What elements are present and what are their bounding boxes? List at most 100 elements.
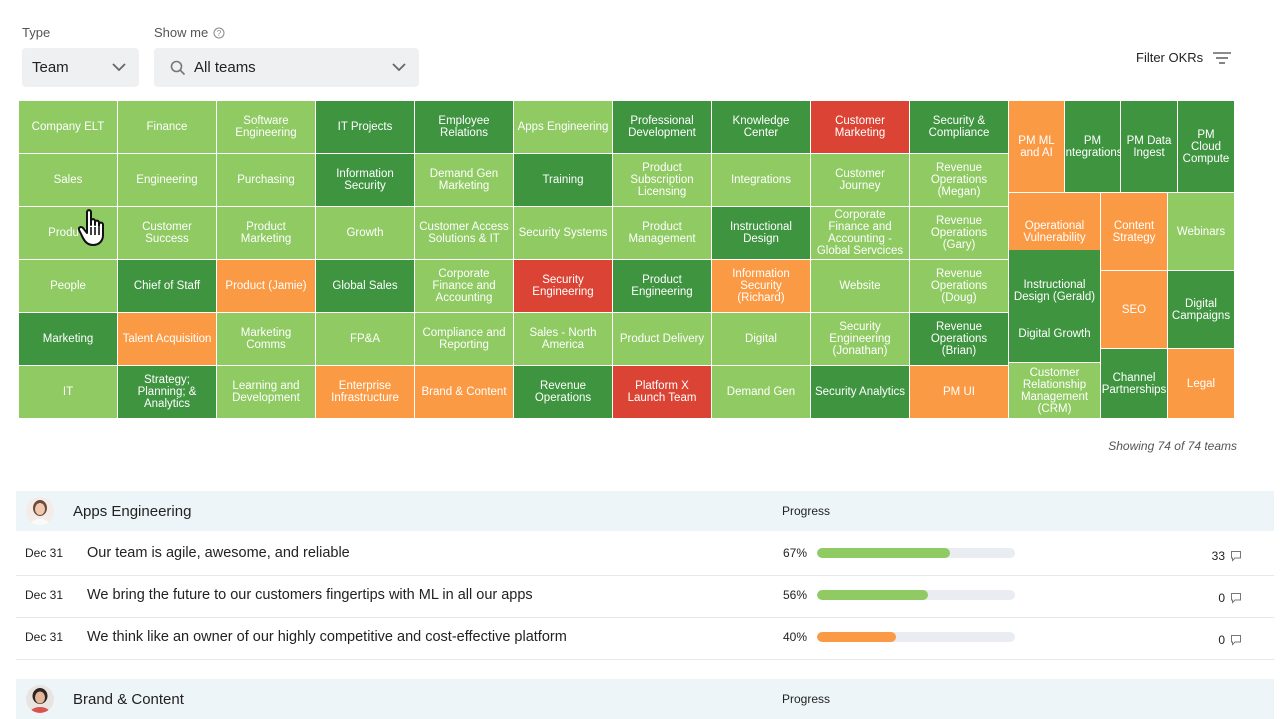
okr-date: Dec 31 bbox=[25, 546, 64, 560]
team-tile[interactable]: Brand & Content bbox=[415, 366, 514, 419]
team-tile[interactable]: Customer Relationship Management (CRM) bbox=[1009, 363, 1101, 419]
team-tile[interactable]: Apps Engineering bbox=[514, 101, 613, 154]
okr-progress-percent: 56% bbox=[783, 588, 808, 602]
team-tile[interactable]: Talent Acquisition bbox=[118, 313, 217, 366]
team-tile[interactable]: Software Engineering bbox=[217, 101, 316, 154]
team-tile[interactable]: Revenue Operations (Doug) bbox=[910, 260, 1009, 313]
team-tile[interactable]: Security Engineering bbox=[514, 260, 613, 313]
team-tile[interactable]: Integrations bbox=[712, 154, 811, 207]
svg-text:?: ? bbox=[217, 29, 222, 38]
team-tile[interactable]: Growth bbox=[316, 207, 415, 260]
team-tile[interactable]: PM Integrations bbox=[1065, 101, 1121, 193]
team-tile[interactable]: Global Sales bbox=[316, 260, 415, 313]
team-tile[interactable]: Revenue Operations bbox=[514, 366, 613, 419]
team-tile[interactable]: Channel Partnerships bbox=[1101, 349, 1168, 419]
team-tile[interactable]: Customer Success bbox=[118, 207, 217, 260]
team-tile[interactable]: Product Management bbox=[613, 207, 712, 260]
hand-cursor-icon bbox=[78, 209, 104, 246]
comment-count[interactable]: 0 bbox=[1218, 591, 1242, 605]
team-tile[interactable]: Strategy; Planning; & Analytics bbox=[118, 366, 217, 419]
okr-date: Dec 31 bbox=[25, 630, 64, 644]
show-me-select[interactable]: All teams bbox=[154, 48, 419, 87]
team-tile[interactable]: Digital Campaigns bbox=[1168, 271, 1235, 349]
team-tile[interactable]: PM Cloud Compute bbox=[1178, 101, 1235, 193]
section-header-apps-engineering[interactable]: Apps Engineering Progress bbox=[16, 491, 1274, 531]
type-select[interactable]: Team bbox=[22, 48, 139, 87]
team-tile[interactable]: Customer Access Solutions & IT bbox=[415, 207, 514, 260]
team-tile[interactable]: PM ML and AI bbox=[1009, 101, 1065, 193]
section-title: Brand & Content bbox=[73, 691, 184, 708]
team-tile[interactable]: Website bbox=[811, 260, 910, 313]
team-tile[interactable]: Customer Journey bbox=[811, 154, 910, 207]
team-tile[interactable]: Enterprise Infrastructure bbox=[316, 366, 415, 419]
team-tile[interactable]: FP&A bbox=[316, 313, 415, 366]
team-tile[interactable]: Security & Compliance bbox=[910, 101, 1009, 154]
okr-progress-bar bbox=[817, 632, 1015, 642]
team-tile[interactable]: Legal bbox=[1168, 349, 1235, 419]
team-tile[interactable]: Marketing bbox=[19, 313, 118, 366]
comment-count-value: 33 bbox=[1211, 549, 1225, 563]
team-tile[interactable]: Employee Relations bbox=[415, 101, 514, 154]
team-tile[interactable]: Security Analytics bbox=[811, 366, 910, 419]
okr-title[interactable]: We bring the future to our customers fin… bbox=[87, 587, 533, 603]
comment-icon bbox=[1231, 635, 1241, 646]
team-tile[interactable]: Revenue Operations (Gary) bbox=[910, 207, 1009, 260]
team-tile[interactable]: Finance bbox=[118, 101, 217, 154]
team-tile[interactable]: Chief of Staff bbox=[118, 260, 217, 313]
team-tile[interactable]: Compliance and Reporting bbox=[415, 313, 514, 366]
team-tile[interactable]: Information Security (Richard) bbox=[712, 260, 811, 313]
team-tile[interactable]: People bbox=[19, 260, 118, 313]
team-tile[interactable]: Revenue Operations (Brian) bbox=[910, 313, 1009, 366]
okr-title[interactable]: Our team is agile, awesome, and reliable bbox=[87, 545, 350, 561]
comment-count[interactable]: 0 bbox=[1218, 633, 1242, 647]
team-tile[interactable]: PM Data Ingest bbox=[1121, 101, 1178, 193]
filter-okrs-button[interactable]: Filter OKRs bbox=[1136, 50, 1232, 65]
team-tile[interactable]: Product Marketing bbox=[217, 207, 316, 260]
okr-row[interactable]: Dec 31 Our team is agile, awesome, and re… bbox=[16, 533, 1274, 576]
team-tile[interactable]: Demand Gen bbox=[712, 366, 811, 419]
team-tile[interactable]: Security Systems bbox=[514, 207, 613, 260]
team-tile[interactable]: IT Projects bbox=[316, 101, 415, 154]
team-tile[interactable]: Digital Growth bbox=[1009, 305, 1101, 363]
section-header-brand-content[interactable]: Brand & Content Progress bbox=[16, 679, 1274, 719]
okr-row[interactable]: Dec 31 We think like an owner of our high… bbox=[16, 617, 1274, 660]
team-tile[interactable]: Digital bbox=[712, 313, 811, 366]
progress-header: Progress bbox=[782, 692, 831, 706]
team-tile[interactable]: Customer Marketing bbox=[811, 101, 910, 154]
team-tile[interactable]: Purchasing bbox=[217, 154, 316, 207]
comment-count-value: 0 bbox=[1218, 633, 1225, 647]
help-icon[interactable]: ? bbox=[213, 27, 225, 39]
team-tile[interactable]: Sales bbox=[19, 154, 118, 207]
okr-title[interactable]: We think like an owner of our highly com… bbox=[87, 629, 567, 645]
showing-count: Showing 74 of 74 teams bbox=[1108, 439, 1237, 453]
team-tile[interactable]: Corporate Finance and Accounting - Globa… bbox=[811, 207, 910, 260]
team-tile[interactable]: Product Delivery bbox=[613, 313, 712, 366]
team-tile[interactable]: Training bbox=[514, 154, 613, 207]
team-tile[interactable]: Instructional Design bbox=[712, 207, 811, 260]
team-tile[interactable]: Sales - North America bbox=[514, 313, 613, 366]
team-tile[interactable]: Knowledge Center bbox=[712, 101, 811, 154]
team-tile[interactable]: Engineering bbox=[118, 154, 217, 207]
team-tile[interactable]: Revenue Operations (Megan) bbox=[910, 154, 1009, 207]
team-tile[interactable]: Product Subscription Licensing bbox=[613, 154, 712, 207]
team-tile[interactable]: Marketing Comms bbox=[217, 313, 316, 366]
comment-count[interactable]: 33 bbox=[1212, 549, 1242, 563]
team-tile[interactable]: Demand Gen Marketing bbox=[415, 154, 514, 207]
team-tile[interactable]: IT bbox=[19, 366, 118, 419]
team-tile[interactable]: Webinars bbox=[1168, 193, 1235, 271]
okr-row[interactable]: Dec 31 We bring the future to our custome… bbox=[16, 575, 1274, 618]
comment-icon bbox=[1231, 593, 1241, 604]
team-tile[interactable]: Content Strategy bbox=[1101, 193, 1168, 271]
team-tile[interactable]: Professional Development bbox=[613, 101, 712, 154]
team-tile[interactable]: Product (Jamie) bbox=[217, 260, 316, 313]
team-tile[interactable]: Security Engineering (Jonathan) bbox=[811, 313, 910, 366]
team-tile[interactable]: PM UI bbox=[910, 366, 1009, 419]
team-tile[interactable]: Product Engineering bbox=[613, 260, 712, 313]
okr-progress-bar bbox=[817, 590, 1015, 600]
team-tile[interactable]: Company ELT bbox=[19, 101, 118, 154]
team-tile[interactable]: Corporate Finance and Accounting bbox=[415, 260, 514, 313]
team-tile[interactable]: Information Security bbox=[316, 154, 415, 207]
team-tile[interactable]: SEO bbox=[1101, 271, 1168, 349]
team-tile[interactable]: Learning and Development bbox=[217, 366, 316, 419]
team-tile[interactable]: Platform X Launch Team bbox=[613, 366, 712, 419]
